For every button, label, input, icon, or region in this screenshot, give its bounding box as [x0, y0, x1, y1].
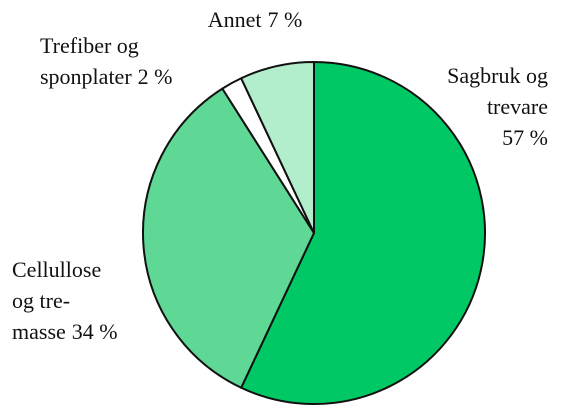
- value-label: 7 %: [267, 7, 302, 32]
- value-label: 34 %: [72, 319, 118, 344]
- value-label: 2 %: [138, 64, 173, 89]
- label-line: Trefiber og: [40, 33, 139, 58]
- slice-label: Trefiber og sponplater 2 %: [40, 33, 172, 89]
- slice-label: Annet 7 %: [208, 7, 303, 32]
- label-line: Annet: [208, 7, 262, 32]
- value-label: 57 %: [502, 125, 548, 150]
- label-line: Sagbruk og: [447, 63, 548, 88]
- slice-label: Cellullose og tre-masse 34 %: [12, 257, 118, 344]
- pie-slice: [142, 87, 315, 389]
- label-line: sponplater: [40, 64, 132, 89]
- label-line: trevare: [487, 94, 548, 119]
- label-line: masse: [12, 319, 66, 344]
- label-line: Cellullose: [12, 257, 101, 282]
- label-line: og tre-: [12, 288, 70, 313]
- pie-slice: [240, 61, 487, 405]
- slice-label: Sagbruk og trevare 57 %: [447, 63, 548, 150]
- pie-slice: [240, 61, 315, 234]
